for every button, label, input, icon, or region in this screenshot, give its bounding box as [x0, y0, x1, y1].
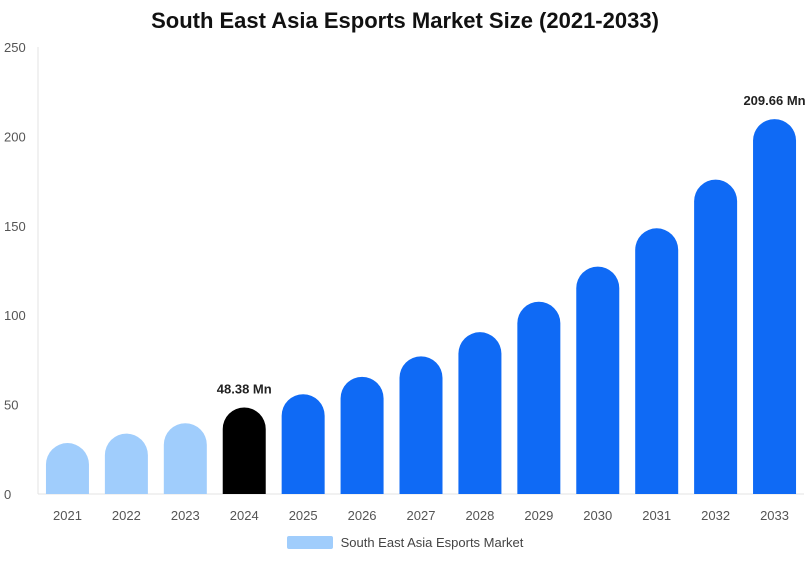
- bar-2029: [517, 301, 561, 494]
- y-tick-label: 150: [4, 219, 26, 234]
- bar-2021: [45, 443, 89, 494]
- x-tick-label: 2028: [465, 508, 494, 523]
- y-tick-label: 250: [4, 40, 26, 55]
- bar-2026: [340, 376, 384, 494]
- x-tick-label: 2030: [583, 508, 612, 523]
- x-tick-label: 2032: [701, 508, 730, 523]
- x-tick-label: 2026: [348, 508, 377, 523]
- bar-2025: [281, 394, 325, 494]
- x-tick-label: 2025: [289, 508, 318, 523]
- y-tick-label: 50: [4, 398, 18, 413]
- bar-2032: [694, 179, 738, 494]
- bar-2027: [399, 356, 443, 494]
- x-tick-label: 2023: [171, 508, 200, 523]
- bar-2024: [222, 407, 266, 494]
- label-layer: 48.38 Mn 209.66 Mn: [217, 93, 806, 396]
- bar-layer: [45, 119, 797, 495]
- x-tick-label: 2024: [230, 508, 259, 523]
- bar-2023: [163, 423, 207, 494]
- y-tick-label: 100: [4, 308, 26, 323]
- legend-swatch: [286, 536, 333, 549]
- y-tick-label: 0: [4, 487, 11, 502]
- bar-2028: [458, 332, 502, 494]
- chart-title: South East Asia Esports Market Size (202…: [151, 8, 659, 33]
- x-tick-label: 2033: [760, 508, 789, 523]
- data-label-2033: 209.66 Mn: [743, 93, 805, 108]
- x-tick-label: 2022: [112, 508, 141, 523]
- legend-label: South East Asia Esports Market: [340, 535, 524, 550]
- legend: South East Asia Esports Market: [0, 535, 810, 550]
- bar-2030: [576, 266, 620, 494]
- x-tick-label: 2029: [524, 508, 553, 523]
- x-tick-label: 2027: [407, 508, 436, 523]
- bar-2033: [753, 119, 797, 495]
- data-label-2024: 48.38 Mn: [217, 381, 272, 396]
- axis-layer: 0 50 100 150 200 250 2021 2022 2023 2024 2025 2026 2…: [4, 40, 804, 523]
- x-tick-label: 2031: [642, 508, 671, 523]
- bar-2031: [635, 228, 679, 494]
- x-tick-label: 2021: [53, 508, 82, 523]
- bar-2022: [104, 433, 148, 494]
- y-tick-label: 200: [4, 129, 26, 144]
